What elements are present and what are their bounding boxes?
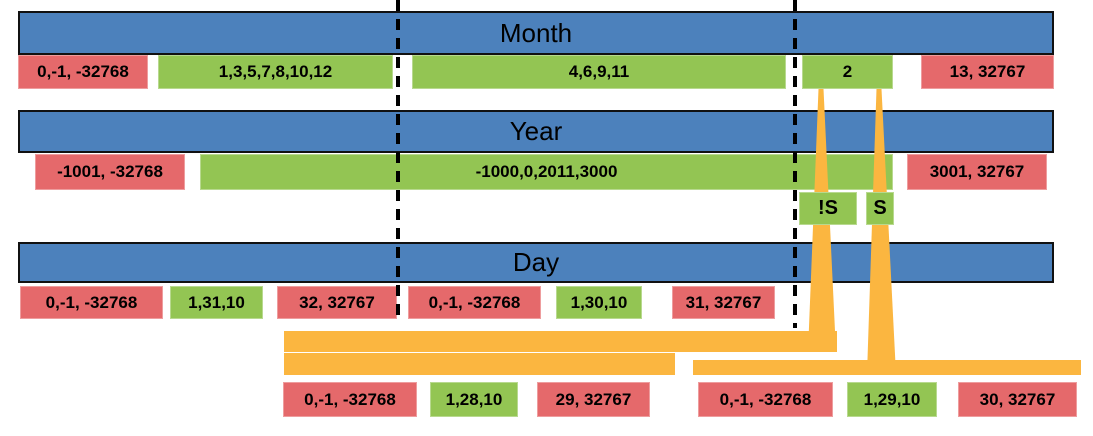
feb-leap-header-bar [693, 360, 1081, 375]
feb28-partition-invalid-high: 29, 32767 [537, 382, 650, 417]
month-partition-invalid-low: 0,-1, -32768 [18, 55, 148, 89]
year-leap-box: S [866, 192, 894, 225]
month-partition-invalid-high: 13, 32767 [921, 55, 1054, 89]
day31-partition-valid: 1,31,10 [170, 286, 263, 319]
year-title: Year [509, 116, 563, 146]
year-partition-invalid-high: 3001, 32767 [907, 154, 1047, 190]
feb28-partition-invalid-low: 0,-1, -32768 [283, 382, 417, 417]
feb29-partition-invalid-low: 0,-1, -32768 [698, 382, 833, 417]
year-category-bar: Year [18, 110, 1054, 153]
year-partition-invalid-low: -1001, -32768 [35, 154, 185, 190]
year-nonleap-box: !S [799, 192, 857, 225]
feb-nonleap-header-bar [284, 353, 675, 375]
feb-nonleap-connector-bar [284, 331, 837, 352]
feb29-partition-valid: 1,29,10 [847, 382, 937, 417]
month-category-bar: Month [18, 11, 1054, 55]
feb29-partition-invalid-high: 30, 32767 [958, 382, 1077, 417]
day30-partition-invalid-low: 0,-1, -32768 [408, 286, 541, 319]
month-partition-february: 2 [802, 55, 893, 89]
day-title: Day [512, 247, 560, 277]
feb28-partition-valid: 1,28,10 [430, 382, 518, 417]
day31-partition-invalid-high: 32, 32767 [277, 286, 397, 319]
dashed-separator-left [396, 0, 400, 319]
month-title: Month [499, 17, 573, 48]
day30-partition-valid: 1,30,10 [556, 286, 642, 319]
dashed-separator-right [793, 0, 797, 328]
year-partition-valid: -1000,0,2011,3000 [200, 154, 893, 190]
day31-partition-invalid-low: 0,-1, -32768 [20, 286, 163, 319]
day-category-bar: Day [18, 242, 1054, 283]
month-partition-31day-months: 1,3,5,7,8,10,12 [158, 55, 393, 89]
month-partition-30day-months: 4,6,9,11 [412, 55, 786, 89]
day30-partition-invalid-high: 31, 32767 [672, 286, 775, 319]
